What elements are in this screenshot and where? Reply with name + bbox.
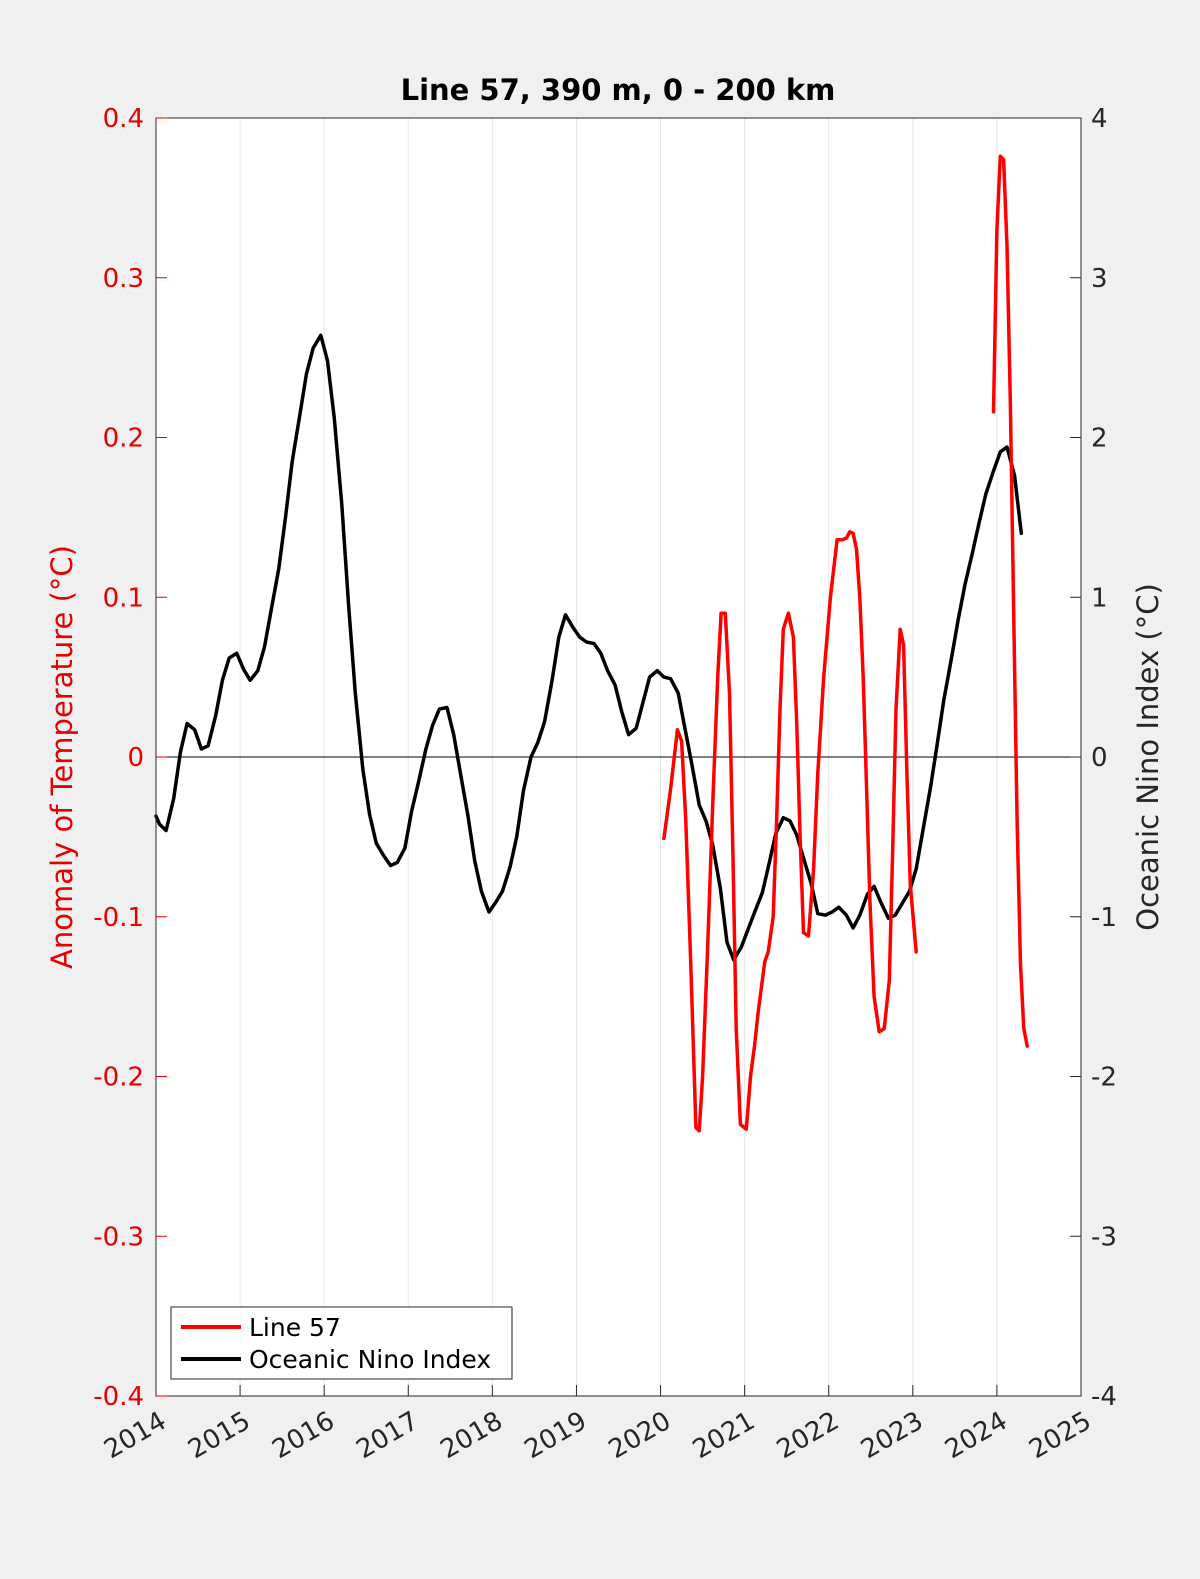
line57-series-segment-1	[662, 530, 918, 1133]
right-y-tick-label: -4	[1091, 1382, 1117, 1412]
chart-title: Line 57, 390 m, 0 - 200 km	[401, 73, 836, 107]
left-y-tick-label: 0.2	[103, 424, 144, 454]
right-y-tick-label: -2	[1091, 1063, 1117, 1093]
left-y-axis: -0.4 -0.3 -0.2 -0.1 0 0.1 0.2 0.3 0.4	[93, 104, 167, 1412]
right-y-tick-label: -3	[1091, 1222, 1117, 1252]
left-y-tick-label: -0.1	[93, 903, 144, 933]
right-y-axis: -4 -3 -2 -1 0 1 2 3 4	[1070, 104, 1117, 1412]
right-y-tick-label: 3	[1091, 264, 1108, 294]
left-y-tick-label: -0.2	[93, 1063, 144, 1093]
legend-label-oni: Oceanic Nino Index	[249, 1345, 491, 1374]
legend-box	[170, 1306, 513, 1380]
right-y-tick-label: 4	[1091, 104, 1108, 134]
left-y-tick-label: 0.4	[103, 104, 144, 134]
legend-label-line57: Line 57	[249, 1313, 341, 1342]
left-y-tick-label: 0.3	[103, 264, 144, 294]
right-axis-label: Oceanic Nino Index (°C)	[1131, 583, 1165, 931]
left-y-tick-label: 0	[127, 743, 144, 773]
series-layer	[154, 154, 1029, 1133]
left-y-tick-label: 0.1	[103, 583, 144, 613]
left-axis-label: Anomaly of Temperature (°C)	[45, 545, 79, 969]
oni-series-line	[154, 333, 1024, 962]
right-y-tick-label: -1	[1091, 903, 1117, 933]
legend: Line 57 Oceanic Nino Index	[170, 1306, 513, 1380]
right-y-tick-label: 1	[1091, 583, 1108, 613]
right-y-tick-label: 0	[1091, 743, 1108, 773]
right-y-tick-label: 2	[1091, 424, 1108, 454]
left-y-tick-label: -0.4	[93, 1382, 144, 1412]
line57-series-segment-2	[991, 154, 1029, 1048]
left-y-tick-label: -0.3	[93, 1222, 144, 1252]
